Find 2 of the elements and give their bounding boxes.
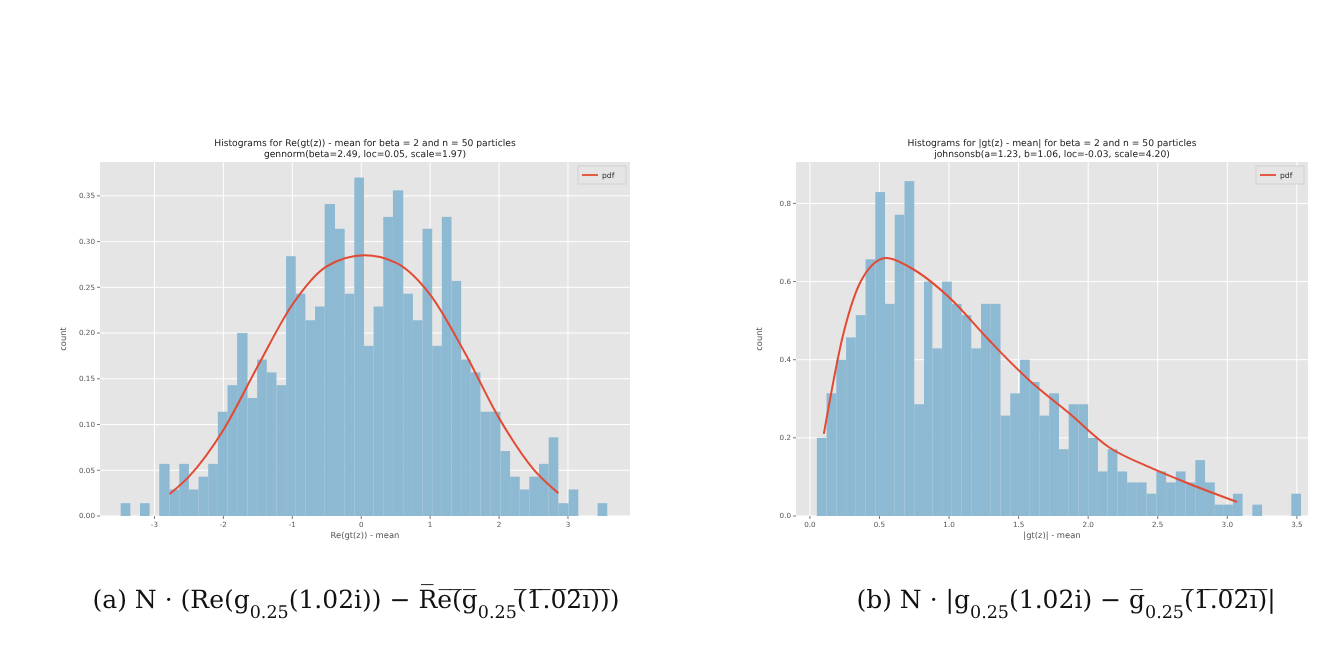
text: (a) N · (Re(g$_{0.25}$(1.02i)) − R̅e̅(̅g̅$_{0.25}$(̅1̅.̅0̅2̅i̅)̅)̅) xyxy=(92,583,620,624)
text: (b) N · |g$_{0.25}$(1.02i) − g̅$_{0.25}$(̅1̅.̅0̅2̅i̅)̅| xyxy=(856,584,1276,624)
